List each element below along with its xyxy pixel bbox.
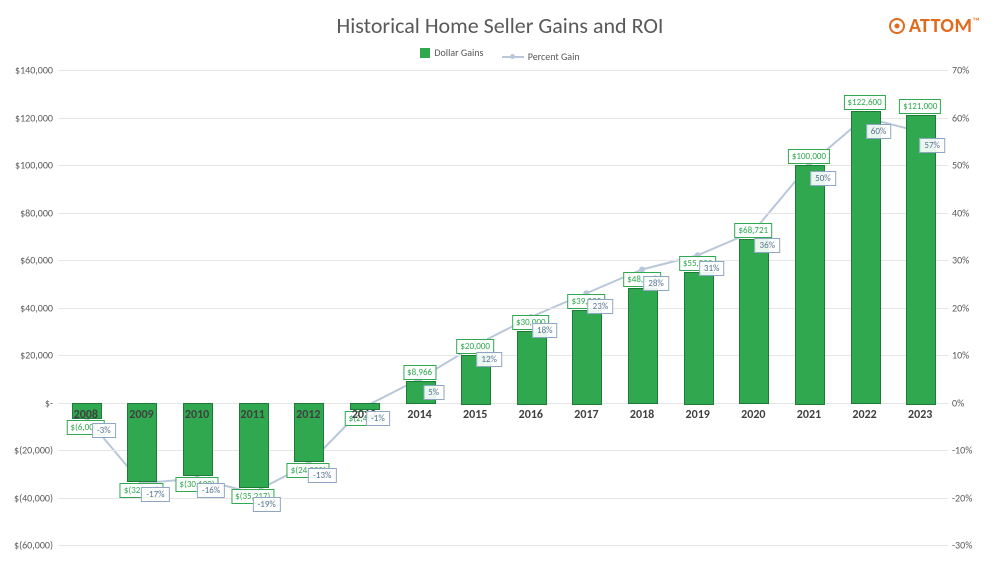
y-right-label: 60% xyxy=(952,111,986,124)
line-value-label: -3% xyxy=(92,423,116,438)
y-left-label: $60,000 xyxy=(8,254,53,267)
line-value-label: 31% xyxy=(699,261,725,276)
line-value-label: 57% xyxy=(919,138,945,153)
y-right-label: -20% xyxy=(952,491,986,504)
x-axis-label: 2010 xyxy=(185,408,209,422)
x-axis-label: 2008 xyxy=(74,408,98,422)
bar xyxy=(572,310,602,405)
x-axis-label: 2015 xyxy=(463,408,487,422)
y-right-label: -10% xyxy=(952,444,986,457)
line-value-label: -1% xyxy=(366,411,390,426)
x-axis-label: 2009 xyxy=(129,408,153,422)
line-value-label: 28% xyxy=(643,276,669,291)
y-left-label: $(60,000) xyxy=(8,539,53,552)
x-axis-label: 2018 xyxy=(630,408,654,422)
line-value-label: -13% xyxy=(308,468,336,483)
y-right-label: 0% xyxy=(952,396,986,409)
y-right-label: 10% xyxy=(952,349,986,362)
bar xyxy=(517,331,547,404)
legend-item-percent: Percent Gain xyxy=(502,50,580,63)
bar xyxy=(628,288,658,404)
bar xyxy=(906,115,936,404)
x-axis-label: 2016 xyxy=(519,408,543,422)
grid-line xyxy=(58,70,948,71)
bar xyxy=(684,272,714,405)
y-right-label: -30% xyxy=(952,539,986,552)
y-left-label: $20,000 xyxy=(8,349,53,362)
x-axis-label: 2022 xyxy=(852,408,876,422)
legend: Dollar Gains Percent Gain xyxy=(0,46,1000,63)
y-right-label: 30% xyxy=(952,254,986,267)
y-right-label: 20% xyxy=(952,301,986,314)
grid-line xyxy=(58,118,948,119)
y-left-label: $140,000 xyxy=(8,64,53,77)
x-axis-label: 2012 xyxy=(296,408,320,422)
y-left-label: $- xyxy=(8,396,53,409)
logo-tm: ™ xyxy=(972,14,980,27)
x-axis-label: 2019 xyxy=(686,408,710,422)
y-left-label: $(40,000) xyxy=(8,491,53,504)
bar-value-label: $68,721 xyxy=(735,223,773,238)
x-axis-label: 2023 xyxy=(908,408,932,422)
x-axis-label: 2021 xyxy=(797,408,821,422)
x-axis-label: 2017 xyxy=(574,408,598,422)
line-value-label: 50% xyxy=(810,171,836,186)
plot-area: $(60,000)-30%$(40,000)-20%$(20,000)-10%$… xyxy=(58,70,948,545)
line-value-label: 36% xyxy=(755,238,781,253)
y-right-label: 70% xyxy=(952,64,986,77)
legend-label-percent: Percent Gain xyxy=(528,50,580,63)
line-value-label: 18% xyxy=(532,323,558,338)
bar xyxy=(795,165,825,405)
x-axis-label: 2020 xyxy=(741,408,765,422)
y-left-label: $80,000 xyxy=(8,206,53,219)
legend-label-dollar: Dollar Gains xyxy=(434,46,483,59)
bar xyxy=(851,111,881,404)
grid-line xyxy=(58,545,948,546)
attom-logo: ATTOM™ xyxy=(889,14,980,38)
line-value-label: -16% xyxy=(197,483,225,498)
line-value-label: 5% xyxy=(423,385,444,400)
logo-text: ATTOM xyxy=(909,14,973,38)
attom-logo-icon xyxy=(889,18,905,34)
chart-container: Historical Home Seller Gains and ROI ATT… xyxy=(0,0,1000,567)
x-axis-label: 2014 xyxy=(407,408,431,422)
line-value-label: 12% xyxy=(476,352,502,367)
x-axis-label: 2011 xyxy=(241,408,265,422)
y-right-label: 40% xyxy=(952,206,986,219)
line-value-label: -17% xyxy=(141,487,169,502)
y-left-label: $(20,000) xyxy=(8,444,53,457)
line-value-label: 60% xyxy=(866,124,892,139)
y-left-label: $40,000 xyxy=(8,301,53,314)
bar-value-label: $100,000 xyxy=(788,149,830,164)
grid-line xyxy=(58,498,948,499)
y-left-label: $100,000 xyxy=(8,159,53,172)
legend-swatch-bar xyxy=(420,48,430,58)
y-right-label: 50% xyxy=(952,159,986,172)
chart-title: Historical Home Seller Gains and ROI xyxy=(0,12,1000,39)
legend-swatch-line xyxy=(502,56,524,58)
line-value-label: 23% xyxy=(588,299,614,314)
legend-item-dollar: Dollar Gains xyxy=(420,46,483,59)
bar-value-label: $122,600 xyxy=(843,95,885,110)
bar-value-label: $8,966 xyxy=(403,365,436,380)
y-left-label: $120,000 xyxy=(8,111,53,124)
bar-value-label: $121,000 xyxy=(899,99,941,114)
line-value-label: -19% xyxy=(253,497,281,512)
bar xyxy=(739,239,769,404)
